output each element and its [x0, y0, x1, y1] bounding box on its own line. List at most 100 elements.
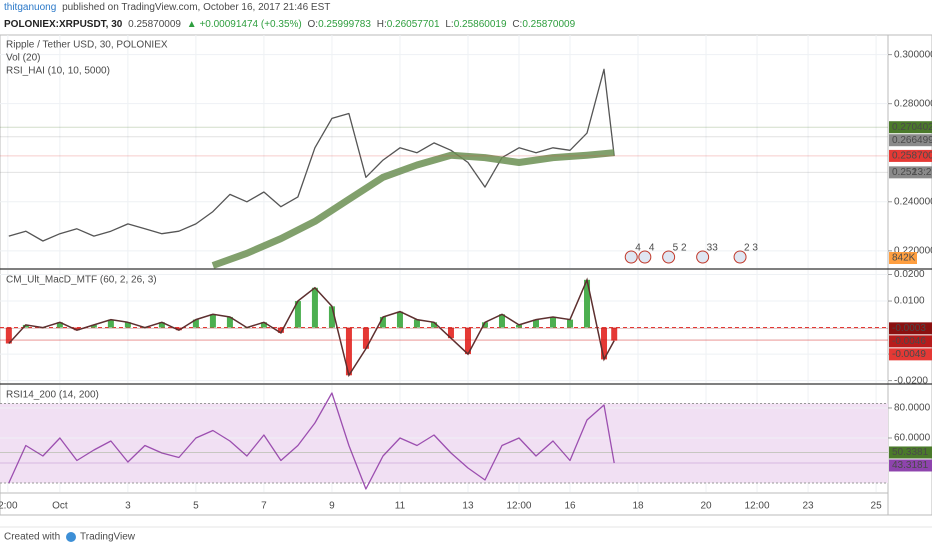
event-label: 5 2: [673, 243, 687, 254]
tag-bg: [889, 459, 932, 472]
tag-countdown: 13:23: [912, 167, 932, 178]
y-tick-label: 0.0100: [894, 296, 925, 307]
x-tick-label: 7: [261, 501, 267, 512]
change: ▲ +0.00091474 (+0.35%): [187, 19, 302, 30]
histogram-bar: [584, 279, 591, 328]
symbol-line: POLONIEX:XRPUSDT, 30 0.25870009 ▲ +0.000…: [4, 19, 576, 30]
histogram-bar: [611, 327, 618, 341]
histogram-bar: [22, 324, 29, 328]
histogram-bar: [379, 316, 386, 328]
histogram-bar: [550, 316, 557, 328]
histogram-bar: [430, 322, 437, 328]
histogram-bar: [311, 287, 318, 328]
tag-bg: [889, 149, 932, 162]
ohlc-value: 0.25870009: [522, 19, 575, 30]
pane-title: Vol (20): [6, 53, 40, 64]
y-tick-label: 0.24000000: [894, 196, 932, 207]
histogram-bar: [498, 314, 505, 328]
author[interactable]: thitganuong: [4, 2, 56, 13]
tag-bg: [889, 121, 932, 134]
published: published on TradingView.com, October 16…: [62, 2, 330, 13]
tag-label: 0.252: [892, 167, 917, 178]
x-tick-label: 20: [700, 501, 712, 512]
x-tick-label: 13: [462, 501, 474, 512]
histogram-bar: [396, 311, 403, 328]
event-label: 4: [649, 243, 655, 254]
ohlc-value: 0.25860019: [454, 19, 507, 30]
histogram-bar: [413, 319, 420, 328]
x-tick-label: 12:00: [506, 501, 531, 512]
histogram-bar: [447, 327, 454, 339]
histogram-bar: [277, 327, 284, 333]
histogram-bar: [226, 316, 233, 328]
ohlc-key: O:: [308, 19, 319, 30]
header-line: thitganuong published on TradingView.com…: [4, 2, 330, 13]
symbol: POLONIEX:XRPUSDT, 30: [4, 19, 123, 30]
ohlc-value: 0.25999783: [318, 19, 371, 30]
ohlc-key: H:: [377, 19, 387, 30]
histogram-bar: [5, 327, 12, 344]
histogram-bar: [124, 322, 131, 328]
x-tick-label: 25: [871, 501, 883, 512]
y-tick-label: -0.0200: [894, 375, 928, 386]
histogram-bar: [107, 319, 114, 328]
x-tick-label: 2:00: [0, 501, 18, 512]
x-tick-label: 5: [193, 501, 199, 512]
event-flag: [662, 250, 676, 264]
y-tick-label: 0.30000000: [894, 49, 932, 60]
tag-bg: [889, 335, 932, 348]
event-label: 4: [635, 243, 641, 254]
x-tick-label: 9: [329, 501, 335, 512]
event-flag: [638, 250, 652, 264]
ohlc-value: 0.26057701: [387, 19, 440, 30]
series-line: [8, 68, 615, 242]
volume-tag: 842K: [892, 253, 916, 264]
tag-bg: [889, 166, 932, 179]
macd-line: [8, 277, 615, 378]
histogram-bar: [90, 324, 97, 328]
histogram-bar: [362, 327, 369, 349]
histogram-bar: [567, 319, 574, 328]
tag-label: 0.27040220: [892, 122, 932, 133]
ohlc-key: L:: [445, 19, 453, 30]
x-tick-label: 12:00: [745, 501, 770, 512]
histogram-bar: [328, 306, 335, 328]
tag-label: 50.3381: [892, 447, 929, 458]
x-tick-label: 18: [632, 501, 644, 512]
y-tick-label: 80.0000: [894, 403, 931, 414]
histogram-bar: [481, 322, 488, 328]
pane-title: CM_Ult_MacD_MTF (60, 2, 26, 3): [6, 275, 157, 286]
histogram-bar: [345, 327, 352, 376]
pane-title: RSI14_200 (14, 200): [6, 390, 99, 401]
x-tick-label: Oct: [52, 501, 68, 512]
histogram-bar: [56, 322, 63, 328]
tag-label: 43.3181: [892, 460, 929, 471]
histogram-bar: [532, 319, 539, 328]
event-flag: [696, 250, 710, 264]
x-tick-label: 3: [125, 501, 131, 512]
histogram-bar: [515, 324, 522, 328]
rsi-band: [0, 403, 888, 483]
tag-label: -0.0046: [892, 336, 926, 347]
histogram-bar: [260, 322, 267, 328]
y-tick-label: 0.0200: [894, 269, 925, 280]
volume-tag-bg: [889, 252, 917, 264]
footer-brand[interactable]: TradingView: [80, 532, 136, 543]
x-tick-label: 11: [395, 501, 406, 512]
histogram-bar: [175, 327, 182, 331]
series-line: [211, 149, 615, 269]
y-tick-label: 60.0000: [894, 433, 931, 444]
tag-bg: [889, 322, 932, 335]
logo: [66, 532, 76, 542]
histogram-bar: [464, 327, 471, 355]
y-tick-label: 0.28000000: [894, 98, 932, 109]
tag-label: 0.25870009: [892, 151, 932, 162]
tag-bg: [889, 134, 932, 147]
histogram-bar: [209, 314, 216, 328]
pane-title: Ripple / Tether USD, 30, POLONIEX: [6, 40, 168, 51]
series-line: [8, 392, 615, 490]
event-label: 33: [707, 243, 719, 254]
tag-label: -0.0049: [892, 349, 926, 360]
